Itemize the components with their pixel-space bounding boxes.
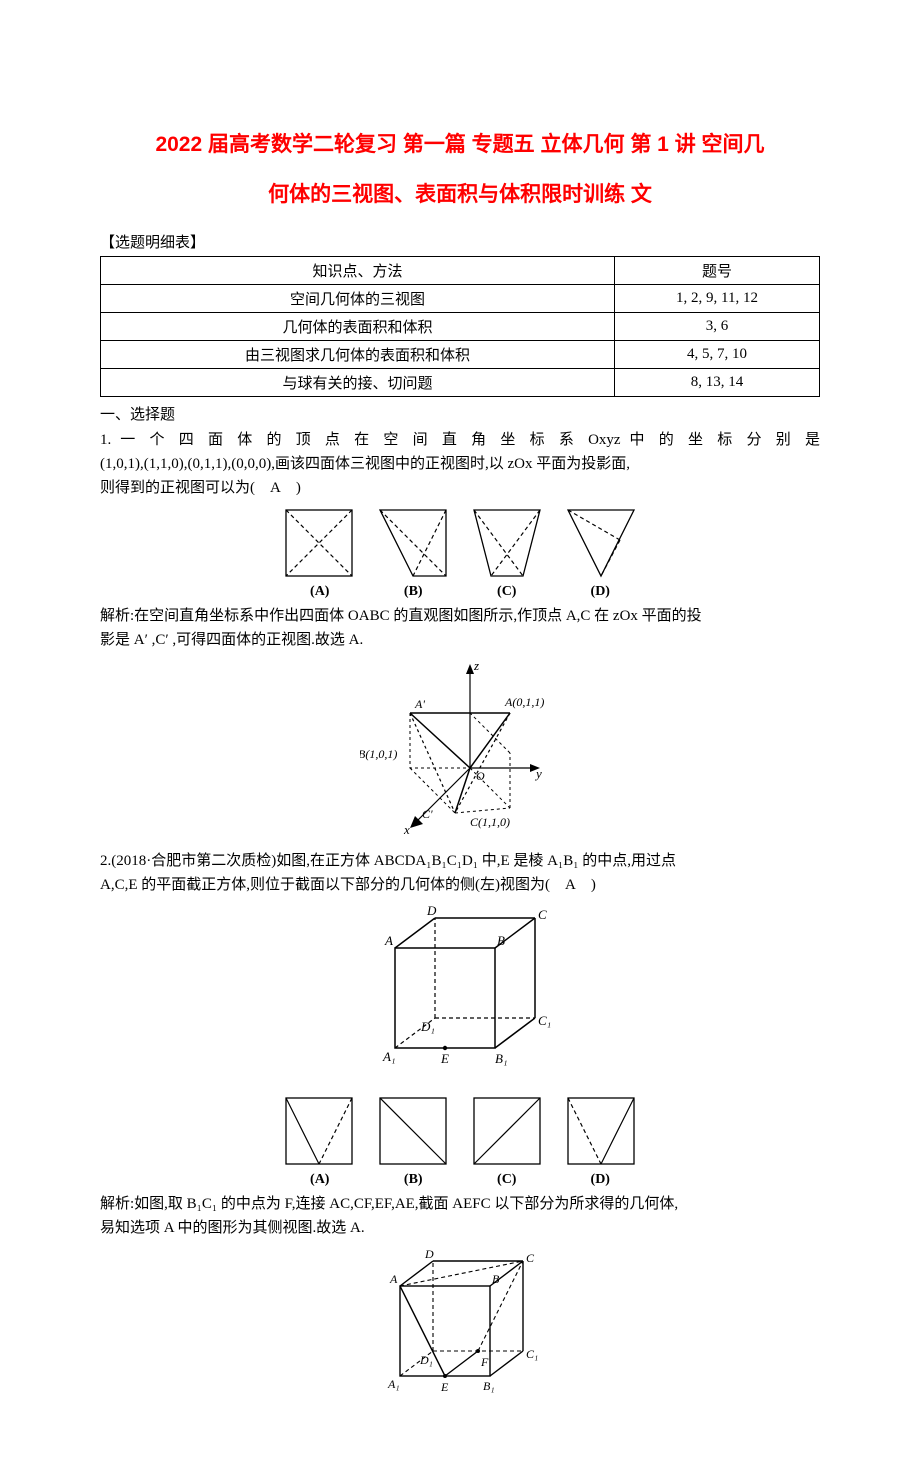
option-label: (A) bbox=[275, 584, 365, 600]
option-b-icon bbox=[374, 506, 452, 584]
table-header-row: 知识点、方法 题号 bbox=[101, 256, 820, 284]
q1-exp-line1: 解析:在空间直角坐标系中作出四面体 OABC 的直观图如图所示,作顶点 A,C … bbox=[100, 604, 820, 628]
svg-text:y: y bbox=[534, 766, 542, 781]
q2-options-figure: (A) (B) (C) (D) bbox=[100, 1094, 820, 1188]
tetrahedron-3d-icon: z y x A' A(0,1,1) B(1,0,1) O C' C(1,1,0) bbox=[360, 658, 560, 838]
svg-text:C₁: C₁ bbox=[538, 1013, 551, 1028]
option-label: (D) bbox=[555, 1172, 645, 1188]
q2-solution-figure: A B D C A₁ B₁ D₁ C₁ E F bbox=[100, 1246, 820, 1411]
option-label: (A) bbox=[275, 1172, 365, 1188]
table-header-cell: 题号 bbox=[614, 256, 819, 284]
table-cell: 4, 5, 7, 10 bbox=[614, 340, 819, 368]
table-cell: 由三视图求几何体的表面积和体积 bbox=[101, 340, 615, 368]
option-d-icon bbox=[562, 506, 640, 584]
topic-mapping-table: 知识点、方法 题号 空间几何体的三视图 1, 2, 9, 11, 12 几何体的… bbox=[100, 256, 820, 397]
q2-line1: 2.(2018·合肥市第二次质检)如图,在正方体 ABCDA₁B₁C₁D₁ 中,… bbox=[100, 849, 820, 873]
question-1: 1. 一 个 四 面 体 的 顶 点 在 空 间 直 角 坐 标 系 Oxyz … bbox=[100, 428, 820, 500]
table-cell: 8, 13, 14 bbox=[614, 368, 819, 396]
svg-text:B₁: B₁ bbox=[495, 1051, 507, 1066]
question-2: 2.(2018·合肥市第二次质检)如图,在正方体 ABCDA₁B₁C₁D₁ 中,… bbox=[100, 849, 820, 897]
table-row: 与球有关的接、切问题 8, 13, 14 bbox=[101, 368, 820, 396]
table-row: 由三视图求几何体的表面积和体积 4, 5, 7, 10 bbox=[101, 340, 820, 368]
selection-table-label: 【选题明细表】 bbox=[100, 231, 820, 252]
option-d-icon bbox=[562, 1094, 640, 1172]
q1-options-figure: (A) (B) (C) (D) bbox=[100, 506, 820, 600]
q2-exp-line2: 易知选项 A 中的图形为其侧视图.故选 A. bbox=[100, 1216, 820, 1240]
svg-text:A₁: A₁ bbox=[382, 1049, 395, 1064]
svg-text:A': A' bbox=[414, 697, 425, 711]
svg-text:B: B bbox=[492, 1272, 500, 1286]
cube-section-solution-icon: A B D C A₁ B₁ D₁ C₁ E F bbox=[365, 1246, 555, 1406]
table-cell: 与球有关的接、切问题 bbox=[101, 368, 615, 396]
svg-text:C: C bbox=[538, 907, 547, 922]
svg-text:z: z bbox=[473, 658, 479, 673]
svg-text:D₁: D₁ bbox=[419, 1353, 433, 1367]
q2-explanation: 解析:如图,取 B₁C₁ 的中点为 F,连接 AC,CF,EF,AE,截面 AE… bbox=[100, 1192, 820, 1240]
table-cell: 3, 6 bbox=[614, 312, 819, 340]
q2-line2: A,C,E 的平面截正方体,则位于截面以下部分的几何体的侧(左)视图为( A ) bbox=[100, 873, 820, 897]
q1-explanation: 解析:在空间直角坐标系中作出四面体 OABC 的直观图如图所示,作顶点 A,C … bbox=[100, 604, 820, 652]
svg-text:A₁: A₁ bbox=[387, 1377, 400, 1391]
q1-line1: 1. 一 个 四 面 体 的 顶 点 在 空 间 直 角 坐 标 系 Oxyz … bbox=[100, 428, 820, 452]
table-header-cell: 知识点、方法 bbox=[101, 256, 615, 284]
svg-text:D: D bbox=[424, 1247, 434, 1261]
option-label: (D) bbox=[555, 584, 645, 600]
svg-text:F: F bbox=[480, 1355, 489, 1369]
table-cell: 空间几何体的三视图 bbox=[101, 284, 615, 312]
svg-text:x: x bbox=[403, 822, 410, 837]
q2-option-labels: (A) (B) (C) (D) bbox=[100, 1172, 820, 1188]
svg-text:B(1,0,1): B(1,0,1) bbox=[360, 747, 397, 761]
svg-text:A: A bbox=[384, 933, 393, 948]
option-a-icon bbox=[280, 506, 358, 584]
table-cell: 几何体的表面积和体积 bbox=[101, 312, 615, 340]
option-c-icon bbox=[468, 1094, 546, 1172]
svg-text:A: A bbox=[389, 1272, 398, 1286]
option-label: (B) bbox=[368, 1172, 458, 1188]
table-row: 空间几何体的三视图 1, 2, 9, 11, 12 bbox=[101, 284, 820, 312]
q1-option-labels: (A) (B) (C) (D) bbox=[100, 584, 820, 600]
q1-line3: 则得到的正视图可以为( A ) bbox=[100, 476, 820, 500]
table-cell: 1, 2, 9, 11, 12 bbox=[614, 284, 819, 312]
svg-text:C: C bbox=[526, 1251, 535, 1265]
option-b-icon bbox=[374, 1094, 452, 1172]
svg-text:A(0,1,1): A(0,1,1) bbox=[504, 695, 544, 709]
svg-text:B₁: B₁ bbox=[483, 1379, 495, 1393]
option-a-icon bbox=[280, 1094, 358, 1172]
title-line-2: 何体的三视图、表面积与体积限时训练 文 bbox=[268, 183, 652, 206]
q2-cube-figure: A B D C A₁ B₁ D₁ C₁ E bbox=[100, 903, 820, 1088]
cube-with-section-icon: A B D C A₁ B₁ D₁ C₁ E bbox=[355, 903, 565, 1083]
option-label: (B) bbox=[368, 584, 458, 600]
svg-text:O: O bbox=[476, 769, 485, 783]
svg-text:E: E bbox=[440, 1051, 449, 1066]
table-row: 几何体的表面积和体积 3, 6 bbox=[101, 312, 820, 340]
svg-text:C(1,1,0): C(1,1,0) bbox=[470, 815, 510, 829]
q1-exp-line2: 影是 A′ ,C′ ,可得四面体的正视图.故选 A. bbox=[100, 628, 820, 652]
option-label: (C) bbox=[462, 1172, 552, 1188]
page-title: 2022 届高考数学二轮复习 第一篇 专题五 立体几何 第 1 讲 空间几 何体… bbox=[100, 120, 820, 221]
svg-text:D₁: D₁ bbox=[420, 1019, 435, 1034]
section-heading: 一、选择题 bbox=[100, 403, 820, 424]
svg-text:D: D bbox=[426, 903, 437, 918]
option-c-icon bbox=[468, 506, 546, 584]
q1-3d-figure: z y x A' A(0,1,1) B(1,0,1) O C' C(1,1,0) bbox=[100, 658, 820, 843]
svg-text:C₁: C₁ bbox=[526, 1347, 538, 1361]
svg-text:C': C' bbox=[422, 807, 433, 821]
q2-exp-line1: 解析:如图,取 B₁C₁ 的中点为 F,连接 AC,CF,EF,AE,截面 AE… bbox=[100, 1192, 820, 1216]
q1-line2: (1,0,1),(1,1,0),(0,1,1),(0,0,0),画该四面体三视图… bbox=[100, 452, 820, 476]
option-label: (C) bbox=[462, 584, 552, 600]
svg-text:E: E bbox=[440, 1380, 449, 1394]
title-line-1: 2022 届高考数学二轮复习 第一篇 专题五 立体几何 第 1 讲 空间几 bbox=[155, 133, 764, 156]
svg-text:B: B bbox=[497, 933, 505, 948]
